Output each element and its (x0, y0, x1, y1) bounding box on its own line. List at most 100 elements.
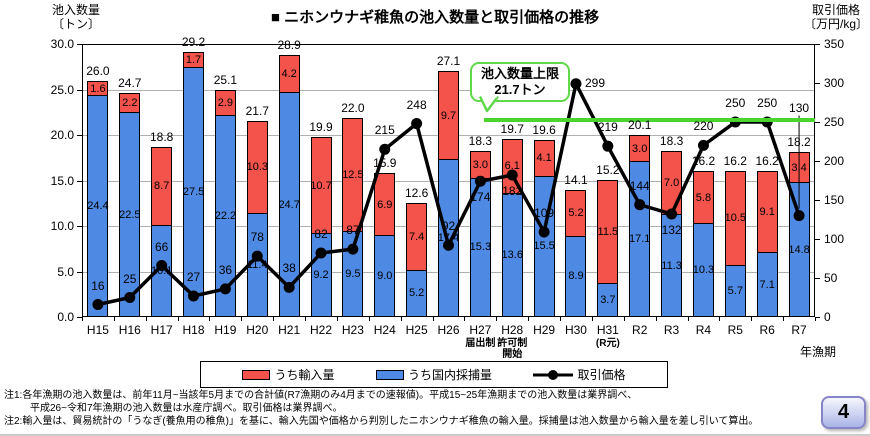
x-axis-tick (400, 317, 402, 321)
legend-domestic-label: うち国内採捕量 (407, 368, 492, 382)
bar-total-label: 22.0 (341, 100, 365, 115)
bar-total-label: 18.2 (787, 135, 811, 150)
right-axis-title: 取引価格 〔万円/kg〕 (804, 3, 868, 31)
bar-import-segment: 3.0 (469, 151, 491, 179)
right-axis-title-line2: 〔万円/kg〕 (803, 17, 868, 31)
y-axis-tick-label-right: 0 (824, 310, 831, 324)
x-axis-sub-label: 許可制 (497, 338, 528, 349)
x-axis-tick (496, 317, 498, 321)
bar-import-segment: 10.5 (725, 170, 746, 267)
legend-import-label: うち輸入量 (274, 368, 335, 382)
x-axis-label: H26 (437, 323, 460, 337)
bar-domestic-segment: 22.2 (215, 114, 236, 317)
page-number-badge: 4 (821, 396, 866, 429)
x-axis-label: H20 (246, 323, 269, 337)
y-axis-tick-label-right: 150 (824, 193, 845, 207)
bar-domestic-segment: 14.8 (788, 182, 810, 317)
limit-callout-line1: 池入数量上限 (481, 66, 560, 81)
bar-domestic-segment: 11.4 (246, 213, 268, 317)
y-axis-tick-right (815, 44, 820, 45)
bar-total-label: 25.1 (213, 72, 238, 87)
x-axis-tick (145, 317, 147, 321)
bar-total-label: 26.0 (86, 64, 110, 79)
bar-import-segment: 10.7 (310, 136, 332, 235)
bar-total-label: 21.7 (245, 103, 269, 118)
bar-total-label: 29.2 (181, 35, 206, 50)
x-axis-sub-label: 開始 (502, 349, 523, 360)
y-axis-tick-label-left: 25.0 (50, 82, 74, 97)
y-axis-tick-label-left: 30.0 (50, 37, 74, 51)
x-axis-label: H31 (596, 323, 619, 337)
y-axis-tick-right (815, 278, 820, 279)
y-axis-tick-label-right: 300 (824, 76, 845, 90)
bar-domestic-segment: 15.5 (533, 175, 555, 317)
bar-domestic-segment: 13.6 (502, 193, 523, 317)
legend-item-domestic: うち国内採捕量 (375, 366, 492, 383)
bar-import-segment: 3.0 (629, 135, 651, 163)
bar-domestic-segment: 7.1 (756, 252, 778, 317)
bar-import-segment: 9.1 (756, 170, 778, 254)
x-axis-label: H22 (310, 323, 333, 337)
x-axis-label: H19 (214, 323, 237, 337)
price-label: 87 (346, 223, 360, 238)
x-axis-tick (82, 317, 83, 321)
x-axis-tick (815, 317, 816, 321)
x-axis-label: H24 (373, 323, 396, 337)
y-axis-tick-right (815, 317, 820, 318)
footnote-1-line1: 注1:各年漁期の池入数量は、前年11月~当該年5月までの合計値(R7漁期のみ4月… (4, 390, 638, 401)
x-axis-tick (336, 317, 338, 321)
bar-total-label: 28.9 (277, 38, 301, 52)
price-label: 215 (374, 123, 395, 138)
price-label: 248 (406, 97, 427, 112)
price-label: 36 (218, 262, 233, 277)
x-axis-label: H23 (341, 323, 364, 337)
x-axis-label: H25 (405, 323, 428, 337)
bar-domestic-segment: 17.4 (438, 158, 459, 317)
x-axis-label: R3 (663, 323, 680, 337)
bar-domestic-segment: 3.7 (597, 283, 619, 317)
bar-total-label: 18.3 (468, 134, 493, 149)
x-axis-sub-label: (R元) (595, 338, 620, 349)
x-axis-tick (751, 317, 753, 321)
x-axis-label: H21 (278, 323, 301, 337)
y-axis-tick-label-left: 20.0 (50, 128, 74, 142)
x-axis-tick (432, 317, 434, 321)
bar-import-segment: 1.7 (183, 52, 205, 68)
page-number: 4 (837, 401, 850, 423)
x-axis-label: R5 (727, 323, 743, 337)
y-axis-tick-label-right: 200 (824, 154, 845, 168)
bar-domestic-segment: 8.9 (565, 236, 587, 317)
y-axis-tick-label-right: 250 (824, 115, 845, 129)
chart-title: ■ ニホンウナギ稚魚の池入数量と取引価格の推移 (270, 9, 600, 26)
footnote-1-line2: 平成26~令和7年漁期の池入数量は水産庁調べ。取引価格は業界調べ。 (30, 403, 343, 414)
import-swatch-icon (242, 369, 271, 380)
x-axis-tick (623, 317, 625, 321)
y-axis-tick-right (815, 239, 820, 240)
x-axis-tick (368, 317, 370, 321)
footnote-2: 注2:輸入量は、貿易統計の「うなぎ(養魚用の稚魚)」を基に、輸入先国や価格から判… (4, 416, 759, 427)
bar-domestic-segment: 22.5 (119, 112, 141, 317)
y-axis-tick-right (815, 161, 820, 162)
price-label: 132 (661, 223, 682, 238)
x-axis-label: H18 (182, 323, 205, 337)
x-axis-label: H16 (118, 323, 141, 337)
x-axis-label: H15 (86, 323, 109, 337)
price-label: 25 (123, 271, 137, 286)
bar-total-label: 19.9 (309, 119, 333, 134)
price-label: 130 (789, 100, 810, 115)
bar-import-segment: 5.2 (565, 189, 587, 237)
bar-import-segment: 6.9 (374, 173, 396, 237)
bar-total-label: 24.7 (118, 76, 142, 91)
price-label: 220 (693, 119, 714, 134)
bar-import-segment: 3.4 (788, 152, 810, 184)
y-axis-tick-label-left: 15.0 (50, 173, 74, 188)
price-label: 92 (441, 219, 456, 234)
y-axis-tick-label-left: 5.0 (57, 264, 74, 279)
x-axis-tick (464, 317, 466, 321)
x-axis-tick (209, 317, 211, 321)
y-axis-tick-left (77, 317, 82, 318)
x-axis-title: 年漁期 (800, 345, 837, 359)
x-axis-tick (528, 317, 530, 321)
x-axis-tick (305, 317, 307, 321)
